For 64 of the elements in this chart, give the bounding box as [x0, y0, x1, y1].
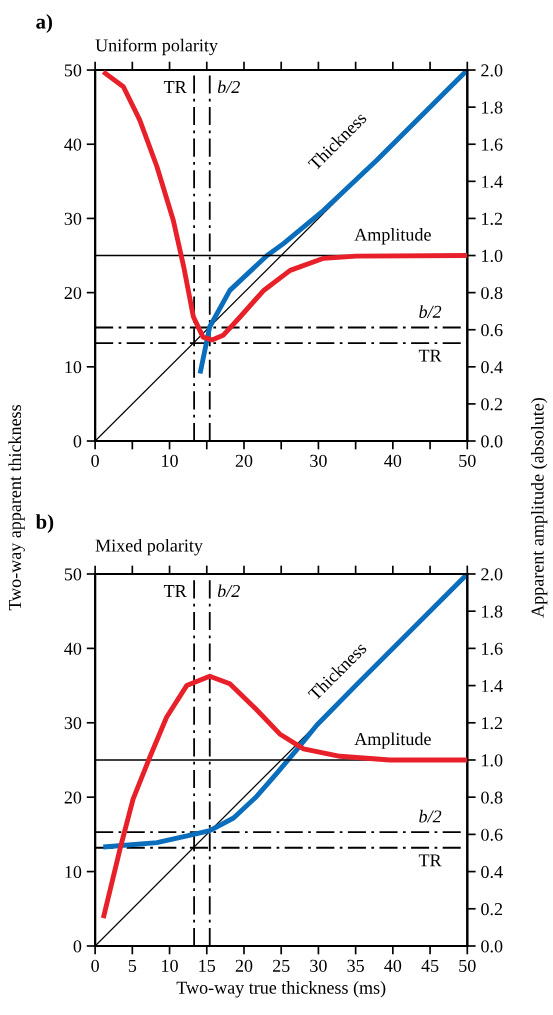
x-tick-label: 50 [459, 454, 476, 467]
y-tick-label: 20 [64, 791, 82, 804]
y2-tick-label: 0.6 [481, 323, 503, 337]
y2-tick-label: 2.0 [481, 64, 503, 77]
ref-line-label: TR [163, 585, 187, 597]
y2-tick-label: 1.0 [482, 754, 503, 767]
y2-axis-title: Apparent amplitude (absolute) [530, 397, 548, 618]
x-tick-label: 10 [162, 959, 178, 972]
y-tick-label: 0 [73, 940, 82, 953]
y2-tick-label: 1.6 [482, 642, 503, 655]
x-tick-label: 30 [310, 959, 327, 972]
x-tick-label: 15 [199, 959, 216, 972]
y-axis-title: Two-way apparent thickness [8, 405, 25, 611]
x-tick-label: 25 [272, 959, 290, 972]
x-tick-label: 40 [384, 959, 402, 972]
y-tick-label: 40 [64, 138, 82, 151]
chart-subtitle: Mixed polarity [95, 538, 203, 556]
y-tick-label: 0 [73, 435, 82, 448]
y-tick-label: 10 [65, 865, 82, 879]
y2-tick-label: 1.2 [482, 717, 503, 730]
x-tick-label: 0 [91, 959, 99, 972]
x-tick-label: 0 [91, 454, 99, 467]
x-tick-label: 30 [310, 454, 327, 467]
y2-tick-label: 1.4 [482, 679, 503, 693]
x-axis-title: Two-way true thickness (ms) [176, 981, 386, 998]
y-tick-label: 50 [64, 64, 82, 77]
chart-title: a) [36, 14, 53, 33]
y2-tick-label: 0.8 [481, 286, 503, 300]
x-tick-label: 50 [459, 959, 476, 972]
ref-line-label: b/2 [419, 809, 442, 823]
y2-tick-label: 0.6 [481, 828, 503, 841]
y2-tick-label: 1.4 [482, 175, 503, 188]
y2-tick-label: 1.0 [482, 249, 503, 263]
y-tick-label: 20 [64, 286, 82, 300]
y2-tick-label: 0.2 [481, 398, 503, 411]
ref-line-label: TR [418, 854, 442, 867]
line-series [100, 573, 468, 850]
y-tick-label: 30 [64, 717, 82, 730]
y2-tick-label: 0.0 [481, 435, 503, 448]
y2-tick-label: 1.8 [482, 605, 503, 618]
chart-subtitle: Uniform polarity [95, 38, 218, 56]
y2-tick-label: 0.2 [481, 903, 503, 916]
y2-tick-label: 1.6 [482, 138, 503, 151]
x-tick-label: 35 [347, 959, 364, 972]
x-tick-label: 5 [128, 959, 137, 972]
y2-tick-label: 0.4 [481, 865, 503, 879]
chart-title: b) [35, 514, 54, 534]
y2-tick-label: 2.0 [481, 568, 503, 581]
x-tick-label: 10 [162, 454, 178, 467]
series-label: Amplitude [354, 732, 431, 749]
y2-tick-label: 1.8 [482, 101, 503, 114]
y2-tick-label: 0.0 [481, 940, 503, 953]
y2-tick-label: 0.4 [481, 361, 503, 374]
x-tick-label: 40 [384, 454, 402, 467]
x-tick-label: 20 [235, 959, 253, 972]
x-tick-label: 20 [235, 454, 253, 467]
y2-tick-label: 0.8 [481, 791, 503, 804]
x-tick-label: 45 [421, 959, 439, 972]
y-tick-label: 10 [65, 361, 82, 374]
y-tick-label: 50 [64, 568, 82, 581]
ref-line-label: b/2 [217, 584, 240, 598]
y2-tick-label: 1.2 [482, 212, 503, 225]
y-tick-label: 30 [64, 212, 82, 225]
y-tick-label: 40 [64, 642, 82, 655]
